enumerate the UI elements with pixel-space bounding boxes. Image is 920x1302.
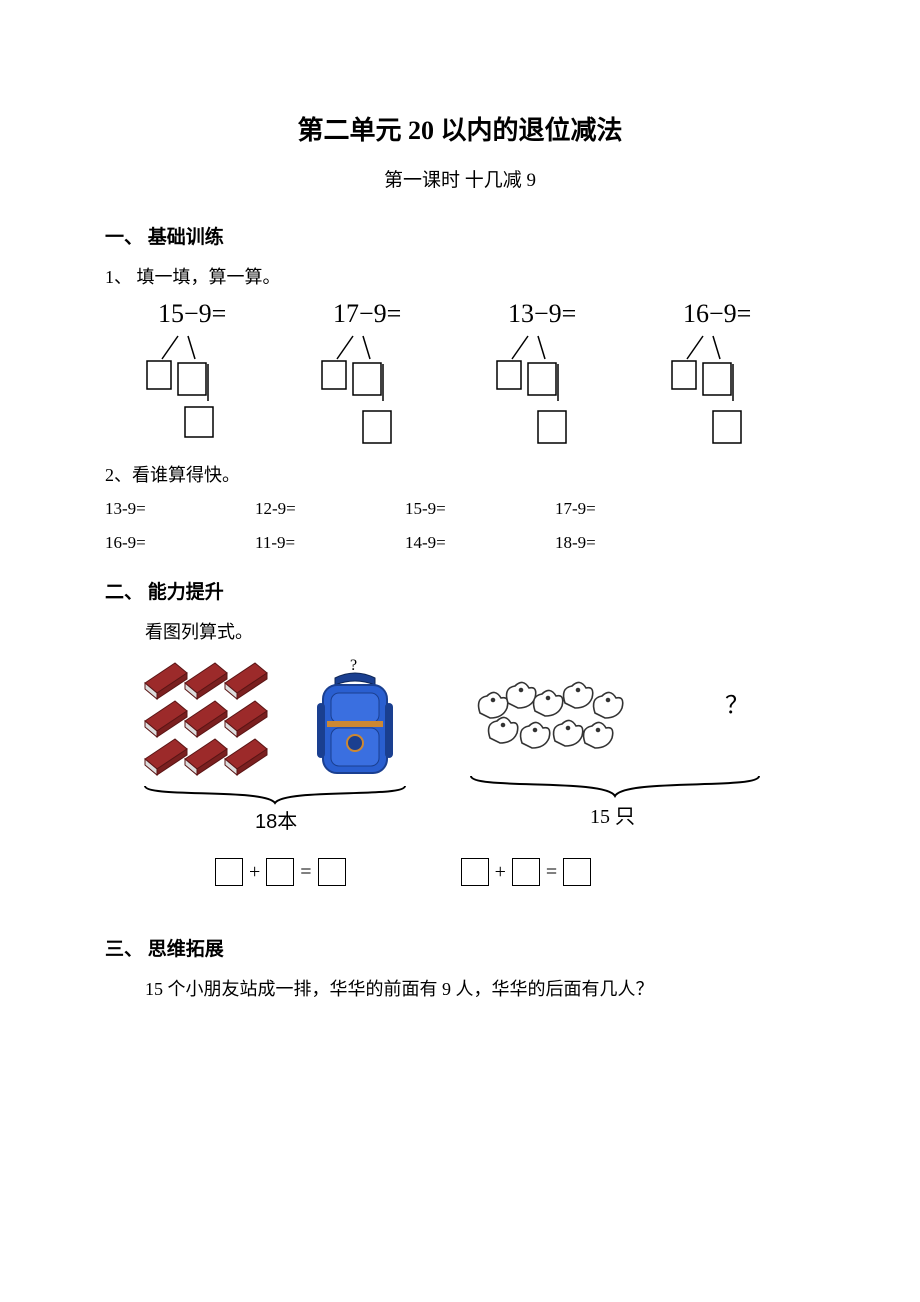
qmark-text: ？ [725, 693, 749, 719]
plus-sign: + [249, 861, 260, 884]
figures-row: ? 18本 [135, 658, 815, 838]
answer-box[interactable] [215, 858, 243, 886]
q2-cell: 11-9= [255, 533, 405, 553]
section-2-heading: 二、 能力提升 [105, 577, 815, 604]
decomposition-icon [315, 331, 470, 451]
sec3-text: 15 个小朋友站成一排，华华的前面有 9 人，华华的后面有几人？ [145, 975, 815, 1001]
q2-cell: 12-9= [255, 499, 405, 519]
answer-box[interactable] [512, 858, 540, 886]
q1-expr-3: 16−9= [665, 299, 820, 329]
answer-box[interactable] [318, 858, 346, 886]
q2-cell: 14-9= [405, 533, 555, 553]
q1-item-2: 13−9= [490, 299, 645, 451]
qmark-text: ? [350, 658, 357, 674]
equation-2: + = [461, 858, 592, 886]
figure-2: ？ 15 只 [465, 658, 765, 838]
books-bag-icon: ? 18本 [135, 658, 415, 833]
answer-box[interactable] [266, 858, 294, 886]
section-1-heading: 一、 基础训练 [105, 222, 815, 249]
fig2-total: 15 只 [590, 806, 635, 828]
q1-expr-2: 13−9= [490, 299, 645, 329]
q2-cell: 16-9= [105, 533, 255, 553]
q2-grid: 13-9= 12-9= 15-9= 17-9= 16-9= 11-9= 14-9… [105, 499, 815, 553]
answer-box[interactable] [563, 858, 591, 886]
q2-cell: 17-9= [555, 499, 705, 519]
decomposition-icon [665, 331, 820, 451]
q1-row: 15−9= 17−9= 13−9= [140, 299, 815, 451]
q2-cell: 18-9= [555, 533, 705, 553]
title: 第二单元 20 以内的退位减法 [105, 110, 815, 147]
equals-sign: = [300, 861, 311, 884]
answer-box[interactable] [461, 858, 489, 886]
equals-sign: = [546, 861, 557, 884]
q2-label: 2、看谁算得快。 [105, 461, 815, 487]
birds-icon: ？ 15 只 [465, 658, 765, 833]
q2-cell: 13-9= [105, 499, 255, 519]
decomposition-icon [490, 331, 645, 451]
q1-item-1: 17−9= [315, 299, 470, 451]
figure-1: ? 18本 [135, 658, 415, 838]
q1-item-3: 16−9= [665, 299, 820, 451]
q2-cell: 15-9= [405, 499, 555, 519]
decomposition-icon [140, 331, 295, 446]
section-3-heading: 三、 思维拓展 [105, 934, 815, 961]
fig1-total: 18本 [255, 810, 297, 833]
equation-row: + = + = [215, 858, 815, 886]
plus-sign: + [495, 861, 506, 884]
q1-label: 1、 填一填，算一算。 [105, 263, 815, 289]
equation-1: + = [215, 858, 346, 886]
sec2-line: 看图列算式。 [145, 618, 815, 644]
q1-expr-0: 15−9= [140, 299, 295, 329]
q1-item-0: 15−9= [140, 299, 295, 451]
q1-expr-1: 17−9= [315, 299, 470, 329]
subtitle: 第一课时 十几减 9 [105, 165, 815, 192]
